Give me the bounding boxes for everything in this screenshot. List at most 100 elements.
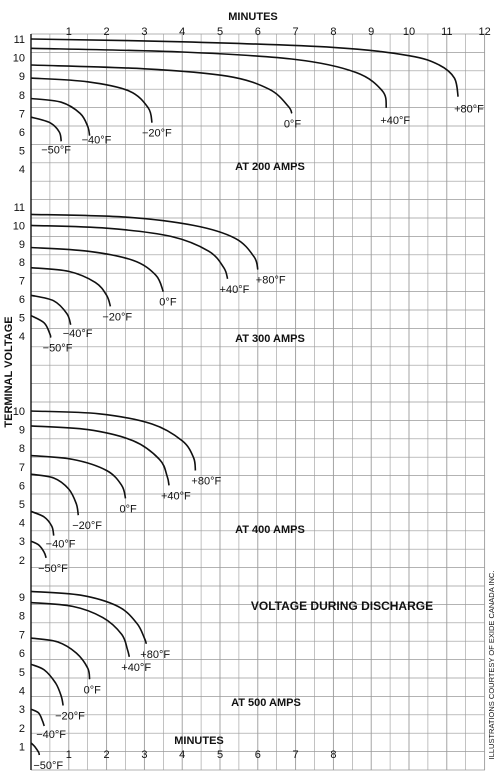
x-tick-label: 2: [104, 26, 110, 38]
series-label: +80°F: [140, 649, 170, 661]
series-line: [30, 425, 170, 486]
series-line: [30, 590, 148, 645]
x-tick-label: 4: [179, 26, 185, 38]
x-tick-label: 1: [66, 26, 72, 38]
y-tick-label: 4: [19, 686, 25, 698]
series-label: −20°F: [142, 128, 172, 140]
series-line: [30, 64, 293, 114]
x-tick-label: 8: [330, 26, 336, 38]
series-label: +40°F: [380, 115, 410, 127]
series-label: −40°F: [46, 539, 76, 551]
series-label: +40°F: [121, 662, 151, 674]
x-tick-label: 5: [217, 26, 223, 38]
series-line: [30, 116, 62, 142]
figure-caption: VOLTAGE DURING DISCHARGE: [251, 599, 433, 613]
y-tick-label: 4: [19, 164, 25, 176]
x-tick-label: 2: [104, 749, 110, 761]
series-line: [30, 540, 47, 559]
y-tick-label: 1: [19, 742, 25, 754]
series-line: [30, 510, 55, 536]
x-axis-label: MINUTES: [174, 735, 224, 747]
y-tick-label: 8: [19, 611, 25, 623]
series-label: 0°F: [284, 118, 302, 130]
y-tick-label: 7: [19, 462, 25, 474]
series-line: [30, 410, 197, 471]
x-tick-label: 4: [179, 749, 185, 761]
series-label: 0°F: [120, 503, 138, 515]
y-tick-label: 8: [19, 90, 25, 102]
x-tick-label: 9: [368, 26, 374, 38]
series-label: −50°F: [41, 144, 71, 156]
credit-text: ILLUSTRATIONS COURTESY OF EXIDE CANADA I…: [487, 571, 496, 760]
y-tick-label: 6: [19, 648, 25, 660]
series-line: [30, 473, 80, 516]
series-line: [30, 601, 131, 657]
x-tick-label: 1: [66, 749, 72, 761]
series-label: 0°F: [159, 297, 177, 309]
y-tick-label: 9: [19, 71, 25, 83]
y-tick-label: 11: [14, 34, 25, 46]
y-tick-label: 5: [19, 146, 25, 158]
y-tick-label: 4: [19, 518, 25, 530]
y-tick-label: 8: [19, 257, 25, 269]
y-tick-label: 6: [19, 294, 25, 306]
y-tick-label: 6: [19, 127, 25, 139]
series-label: −40°F: [82, 135, 112, 147]
series-label: 0°F: [84, 684, 102, 696]
y-tick-label: 5: [19, 312, 25, 324]
y-tick-label: 11: [14, 202, 25, 214]
series-line: [30, 742, 41, 756]
series-label: +80°F: [256, 275, 286, 287]
y-tick-label: 9: [19, 425, 25, 437]
y-tick-label: 6: [19, 480, 25, 492]
series-label: −20°F: [55, 710, 85, 722]
x-tick-label: 7: [293, 26, 299, 38]
series-line: [30, 224, 229, 280]
series-line: [30, 47, 388, 108]
x-tick-label: 5: [217, 749, 223, 761]
x-tick-label: 7: [293, 749, 299, 761]
y-tick-label: 7: [19, 629, 25, 641]
y-tick-label: 10: [13, 53, 25, 65]
y-tick-label: 5: [19, 499, 25, 511]
series-label: −50°F: [43, 343, 73, 355]
series-label: −40°F: [36, 729, 66, 741]
y-tick-label: 2: [19, 723, 25, 735]
series-line: [30, 294, 72, 326]
series-label: −40°F: [63, 328, 93, 340]
series-label: −50°F: [38, 563, 68, 575]
y-tick-label: 9: [19, 592, 25, 604]
series-line: [30, 708, 45, 727]
y-axis-label: TERMINAL VOLTAGE: [3, 316, 15, 427]
y-tick-label: 4: [19, 331, 25, 343]
y-tick-label: 10: [13, 406, 25, 418]
y-tick-label: 5: [19, 667, 25, 679]
y-tick-label: 7: [19, 276, 25, 288]
y-tick-label: 7: [19, 108, 25, 120]
series-line: [30, 314, 52, 338]
x-tick-label: 6: [255, 749, 261, 761]
series-line: [30, 266, 112, 307]
series-line: [30, 38, 459, 97]
series-line: [30, 213, 259, 270]
series-line: [30, 663, 64, 706]
series-label: +80°F: [191, 476, 221, 488]
y-tick-label: 8: [19, 443, 25, 455]
series-label: −50°F: [33, 760, 63, 772]
series-label: −20°F: [72, 520, 102, 532]
y-tick-label: 10: [13, 220, 25, 232]
series-line: [30, 637, 91, 680]
y-tick-label: 2: [19, 555, 25, 567]
y-tick-label: 3: [19, 704, 25, 716]
x-tick-label: 11: [441, 26, 452, 38]
series-label: +80°F: [454, 104, 484, 116]
x-tick-label: 8: [330, 749, 336, 761]
x-tick-label: 12: [478, 26, 490, 38]
series-label: +40°F: [220, 284, 250, 296]
panel-title: AT 400 AMPS: [235, 524, 305, 536]
y-tick-label: 9: [19, 239, 25, 251]
series-line: [30, 246, 165, 292]
x-tick-label: 3: [141, 749, 147, 761]
